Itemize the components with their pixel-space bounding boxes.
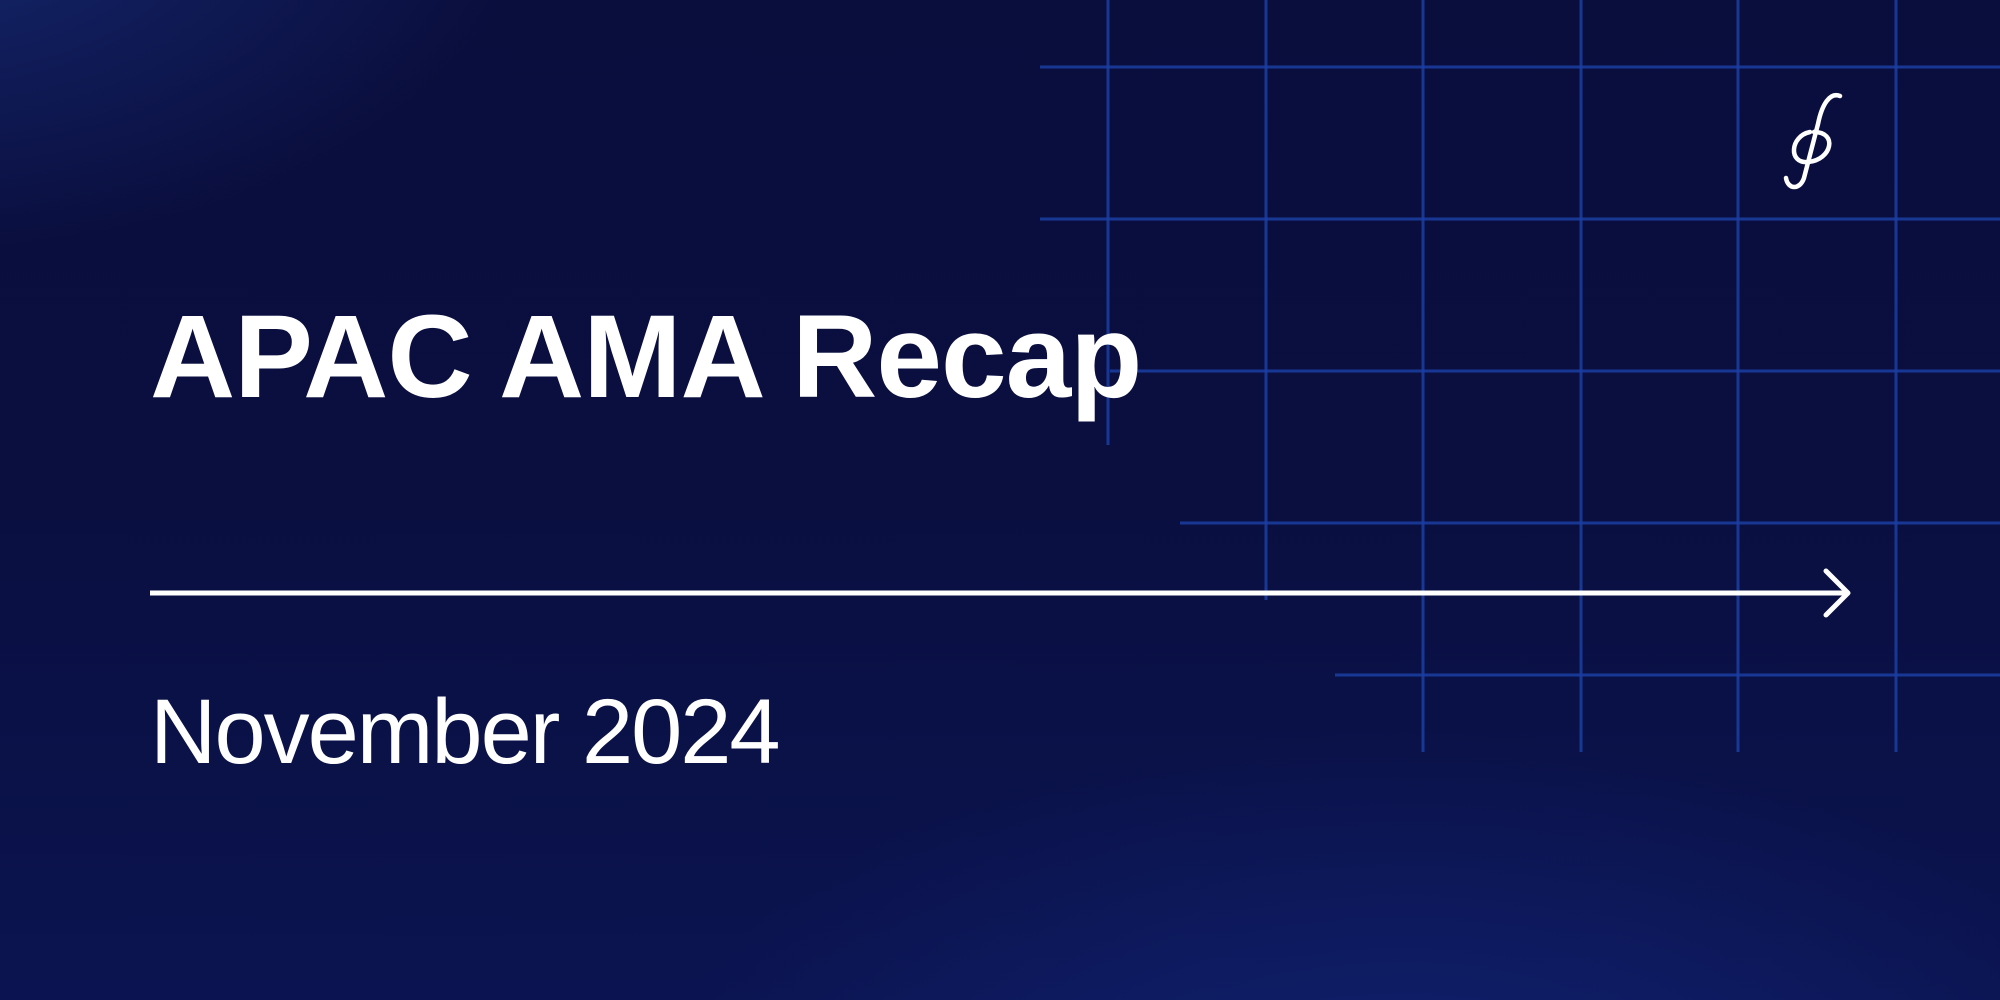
banner-title: APAC AMA Recap [150,291,1142,423]
flux-script-f-icon [1783,93,1843,190]
arrow-right-icon [150,568,1851,618]
banner-date: November 2024 [150,681,781,783]
